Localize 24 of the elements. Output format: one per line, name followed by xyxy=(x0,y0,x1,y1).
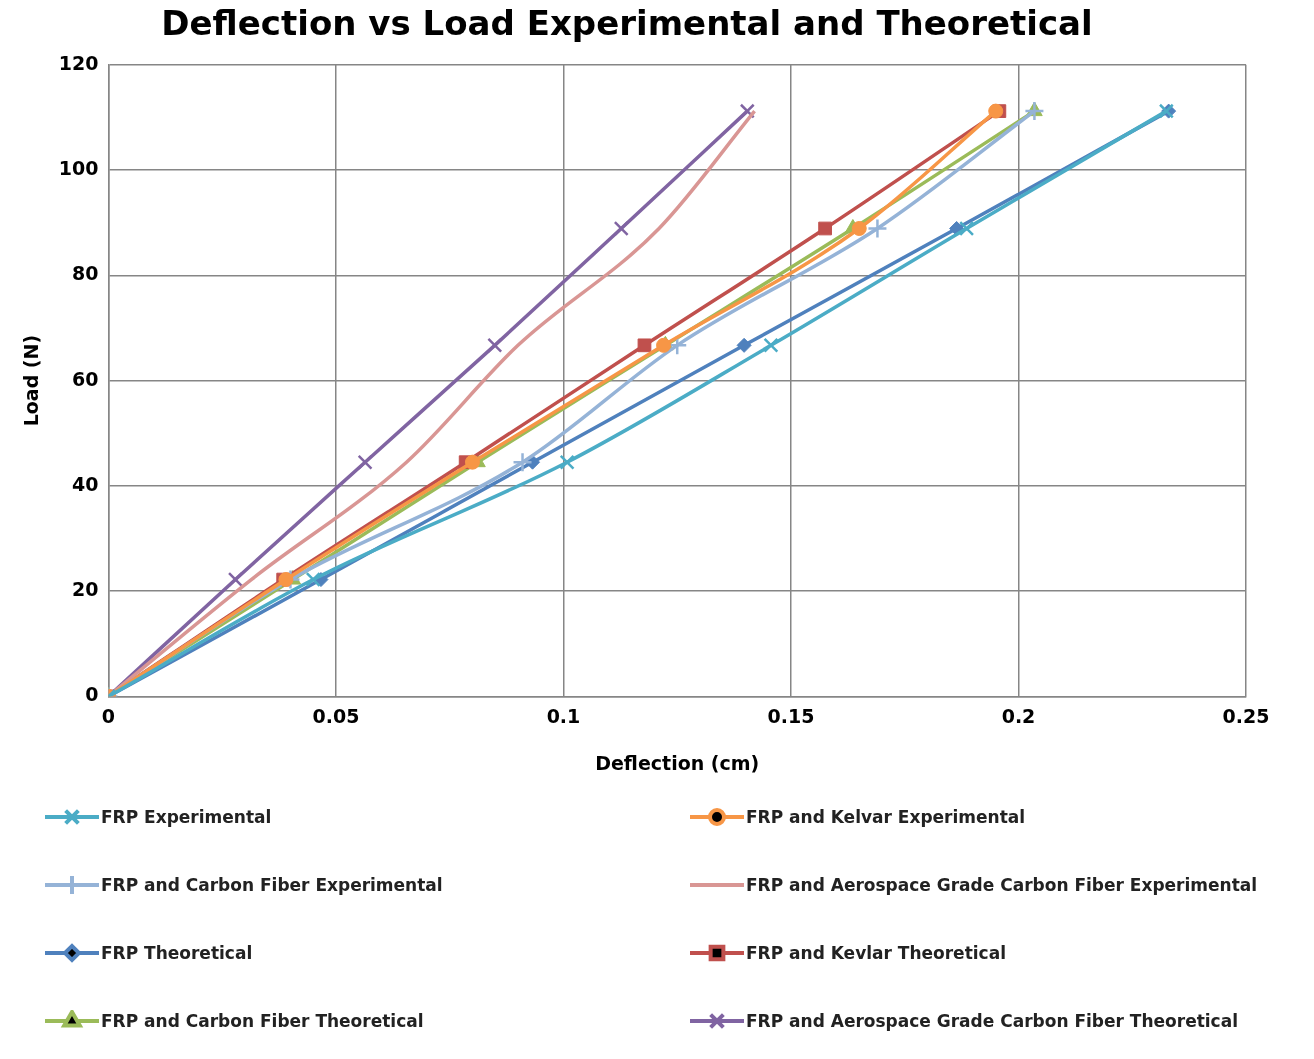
y-tick-label: 60 xyxy=(72,367,99,390)
y-tick-label: 120 xyxy=(58,51,99,74)
legend-label: FRP and Kevlar Theoretical xyxy=(746,943,1006,963)
y-tick-label: 100 xyxy=(58,157,99,179)
x-axis-title: Deflection (cm) xyxy=(595,751,760,774)
y-tick-label: 0 xyxy=(85,683,99,706)
x-tick-label: 0.25 xyxy=(1222,704,1270,727)
chart-title: Deflection vs Load Experimental and Theoretical xyxy=(161,3,1093,44)
legend-label: FRP and Kelvar Experimental xyxy=(746,807,1026,827)
x-tick-label: 0.1 xyxy=(546,704,581,727)
legend-label: FRP Theoretical xyxy=(101,943,253,963)
legend-label: FRP and Aerospace Grade Carbon Fiber Theoretical xyxy=(746,1011,1238,1031)
x-tick-label: 0.15 xyxy=(767,704,815,727)
x-tick-label: 0.2 xyxy=(1001,704,1036,727)
y-axis-title: Load (N) xyxy=(20,334,43,427)
y-tick-label: 80 xyxy=(72,262,99,285)
x-tick-label: 0.05 xyxy=(312,704,360,727)
legend-label: FRP Experimental xyxy=(101,807,272,827)
y-tick-label: 40 xyxy=(72,472,99,495)
legend-label: FRP and Carbon Fiber Theoretical xyxy=(101,1011,424,1031)
legend-label: FRP and Aerospace Grade Carbon Fiber Experimental xyxy=(746,875,1258,895)
legend-label: FRP and Carbon Fiber Experimental xyxy=(101,875,443,895)
x-tick-label: 0 xyxy=(101,704,116,727)
y-tick-label: 20 xyxy=(72,578,99,601)
